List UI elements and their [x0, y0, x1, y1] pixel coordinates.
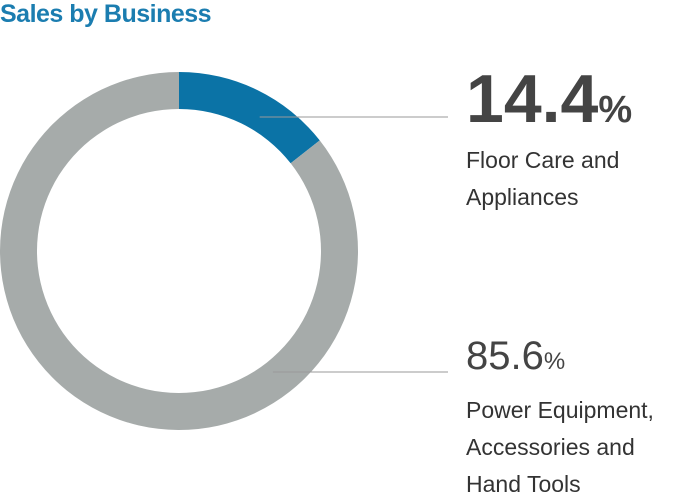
donut-segment — [179, 72, 320, 164]
value-label: 85.6% — [466, 334, 565, 378]
category-label: Floor Care and Appliances — [466, 147, 620, 210]
chart-title: Sales by Business — [0, 0, 212, 28]
category-label: Power Equipment, Accessories and Hand To… — [466, 397, 654, 497]
value-number: 14.4 — [466, 61, 599, 137]
value-unit: % — [598, 89, 632, 131]
value-number: 85.6 — [466, 334, 544, 378]
value-unit: % — [544, 348, 565, 375]
value-label: 14.4% — [466, 61, 632, 137]
